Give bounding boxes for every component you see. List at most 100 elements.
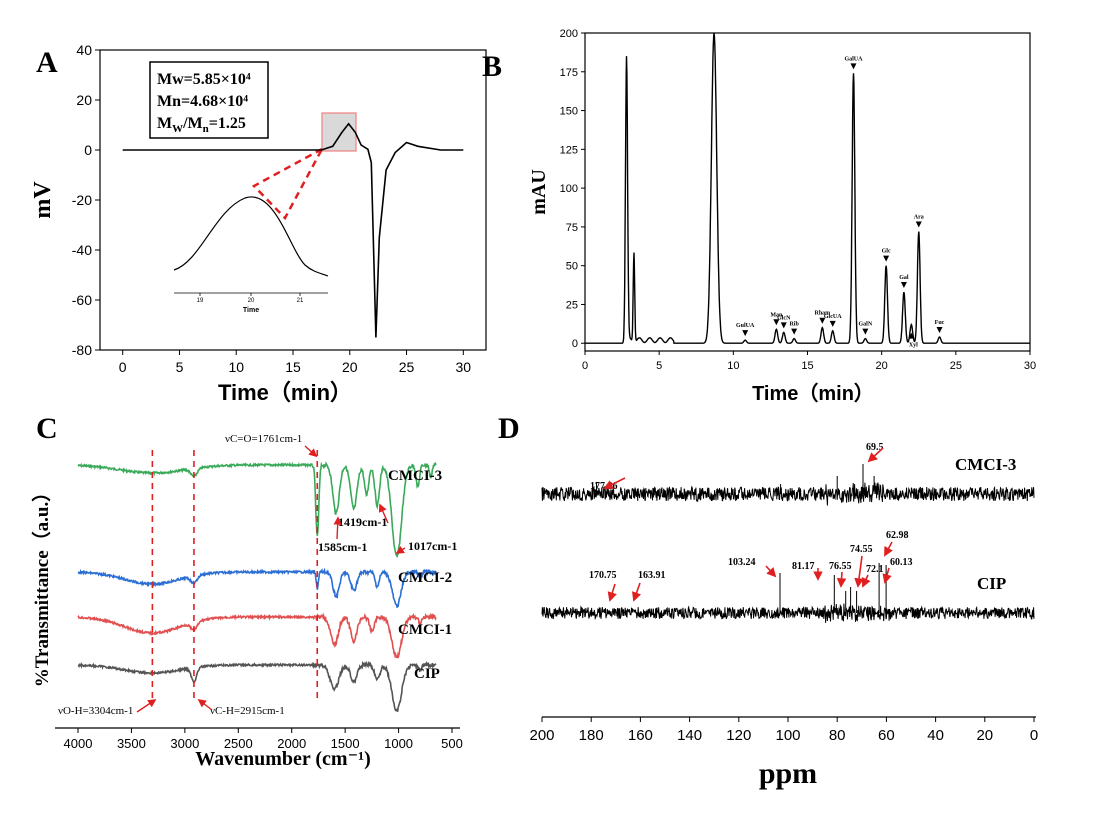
x-tick-label: 20 bbox=[876, 360, 888, 372]
panel-a-x-label: Time（min） bbox=[218, 380, 352, 405]
y-tick-label: -40 bbox=[72, 242, 92, 258]
arrow bbox=[884, 541, 893, 557]
x-tick-label: 4000 bbox=[64, 736, 93, 751]
peak-label: Gal bbox=[899, 275, 909, 281]
peak-label: 76.55 bbox=[829, 561, 852, 572]
annotation-oh: νO-H=3304cm-1 bbox=[58, 705, 133, 717]
series-label: CMCI-3 bbox=[388, 468, 442, 484]
panel-b-frame bbox=[584, 32, 1031, 352]
panel-a-y-label: mV bbox=[30, 181, 56, 219]
peak-label: GalN bbox=[859, 322, 873, 328]
panel-c-arrows bbox=[136, 445, 406, 713]
y-tick-label: 0 bbox=[84, 142, 92, 158]
panel-c-y-label: %Transmittance（a.u.） bbox=[30, 483, 53, 687]
peak-label: 170.75 bbox=[589, 570, 617, 581]
arrow bbox=[197, 698, 213, 711]
arrow bbox=[854, 555, 864, 588]
arrow bbox=[607, 583, 617, 602]
panel-a-legend-box bbox=[149, 61, 269, 139]
peak-marker bbox=[773, 319, 780, 326]
panel-d-x-label: ppm bbox=[759, 757, 817, 790]
panel-a-y-axis: 40 20 0 -20 -40 -60 -80 bbox=[72, 42, 100, 358]
peak-marker bbox=[862, 328, 869, 335]
x-tick-label: 20 bbox=[342, 359, 358, 375]
peak-marker bbox=[819, 317, 826, 324]
panel-a-inset: 19 20 21 Time bbox=[173, 196, 329, 314]
peak-marker bbox=[780, 322, 787, 329]
x-tick-label: 140 bbox=[677, 727, 702, 744]
x-tick-label: 80 bbox=[829, 727, 846, 744]
series-label: CIP bbox=[414, 666, 440, 682]
panel-a-zoom-triangle bbox=[251, 145, 326, 221]
x-tick-label: 120 bbox=[726, 727, 751, 744]
peak-marker bbox=[900, 282, 907, 289]
y-tick-label: 40 bbox=[76, 42, 92, 58]
x-tick-label: 5 bbox=[656, 360, 662, 372]
panel-b: B 0 25 50 75 100 125 150 175 200 0 5 10 15 20 25 30 mA… bbox=[482, 28, 1036, 405]
arrow bbox=[378, 503, 389, 524]
x-tick-label: 30 bbox=[1024, 360, 1036, 372]
panel-a-legend-ratio: MW/Mn=1.25 bbox=[157, 115, 246, 135]
x-tick-label: 30 bbox=[456, 359, 472, 375]
arrow bbox=[136, 699, 157, 713]
panel-c-series bbox=[77, 461, 437, 712]
y-tick-label: 0 bbox=[572, 338, 578, 350]
y-tick-label: 100 bbox=[560, 183, 578, 195]
peak-label: 69.5 bbox=[866, 442, 884, 453]
x-tick-label: 180 bbox=[579, 727, 604, 744]
x-tick-label: 160 bbox=[628, 727, 653, 744]
peak-label: Fuc bbox=[935, 320, 945, 326]
peak-label: Glc bbox=[882, 249, 891, 255]
x-tick-label: 5 bbox=[176, 359, 184, 375]
peak-label: 74.55 bbox=[850, 544, 873, 555]
peak-label: GulUA bbox=[736, 323, 755, 329]
panel-a-series-line bbox=[122, 122, 464, 338]
x-tick-label: 500 bbox=[441, 736, 463, 751]
series-line bbox=[77, 567, 437, 608]
peak-label: Ara bbox=[914, 215, 924, 221]
peak-label: 60.13 bbox=[890, 557, 913, 568]
peak-label: Rham bbox=[814, 311, 830, 317]
panel-a-inset-tick-label: 20 bbox=[248, 298, 255, 304]
arrow bbox=[867, 447, 884, 463]
peak-label: GlcN bbox=[777, 315, 791, 321]
x-tick-label: 2500 bbox=[224, 736, 253, 751]
peak-marker bbox=[915, 221, 922, 228]
panel-b-y-label: mAU bbox=[528, 169, 550, 215]
panel-a-inset-tick-label: 21 bbox=[297, 298, 304, 304]
series-label: CMCI-2 bbox=[398, 570, 452, 586]
peak-label: 103.24 bbox=[728, 557, 756, 568]
y-tick-label: -20 bbox=[72, 192, 92, 208]
panel-a-inset-x-label: Time bbox=[243, 307, 259, 314]
series-label: CIP bbox=[977, 574, 1006, 593]
peak-marker bbox=[936, 327, 943, 334]
panel-a-inset-tick-label: 19 bbox=[197, 298, 204, 304]
x-tick-label: 10 bbox=[228, 359, 244, 375]
panel-d-peak-labels: 177.86 69.5 170.75 163.91 103.24 81.17 76.55 74… bbox=[589, 442, 913, 602]
peak-marker bbox=[883, 255, 890, 262]
x-tick-label: 25 bbox=[950, 360, 962, 372]
x-tick-label: 0 bbox=[582, 360, 588, 372]
x-tick-label: 2000 bbox=[277, 736, 306, 751]
arrow bbox=[765, 565, 777, 578]
x-tick-label: 40 bbox=[927, 727, 944, 744]
panel-b-y-axis: 0 25 50 75 100 125 150 175 200 bbox=[560, 28, 585, 350]
x-tick-label: 3500 bbox=[117, 736, 146, 751]
y-tick-label: 150 bbox=[560, 106, 578, 118]
peak-marker bbox=[791, 328, 798, 335]
series-line bbox=[77, 461, 437, 558]
panel-d-spectrum-cmci3 bbox=[541, 464, 1035, 506]
peak-marker bbox=[850, 63, 857, 70]
arrow bbox=[882, 567, 892, 584]
series-label: CMCI-1 bbox=[398, 622, 452, 638]
x-tick-label: 1000 bbox=[384, 736, 413, 751]
x-tick-label: 0 bbox=[1030, 727, 1038, 744]
arrow bbox=[861, 574, 871, 588]
series-line bbox=[77, 660, 437, 712]
y-tick-label: 125 bbox=[560, 144, 578, 156]
x-tick-label: 0 bbox=[119, 359, 127, 375]
peak-label: 62.98 bbox=[886, 530, 909, 541]
y-tick-label: 175 bbox=[560, 67, 578, 79]
